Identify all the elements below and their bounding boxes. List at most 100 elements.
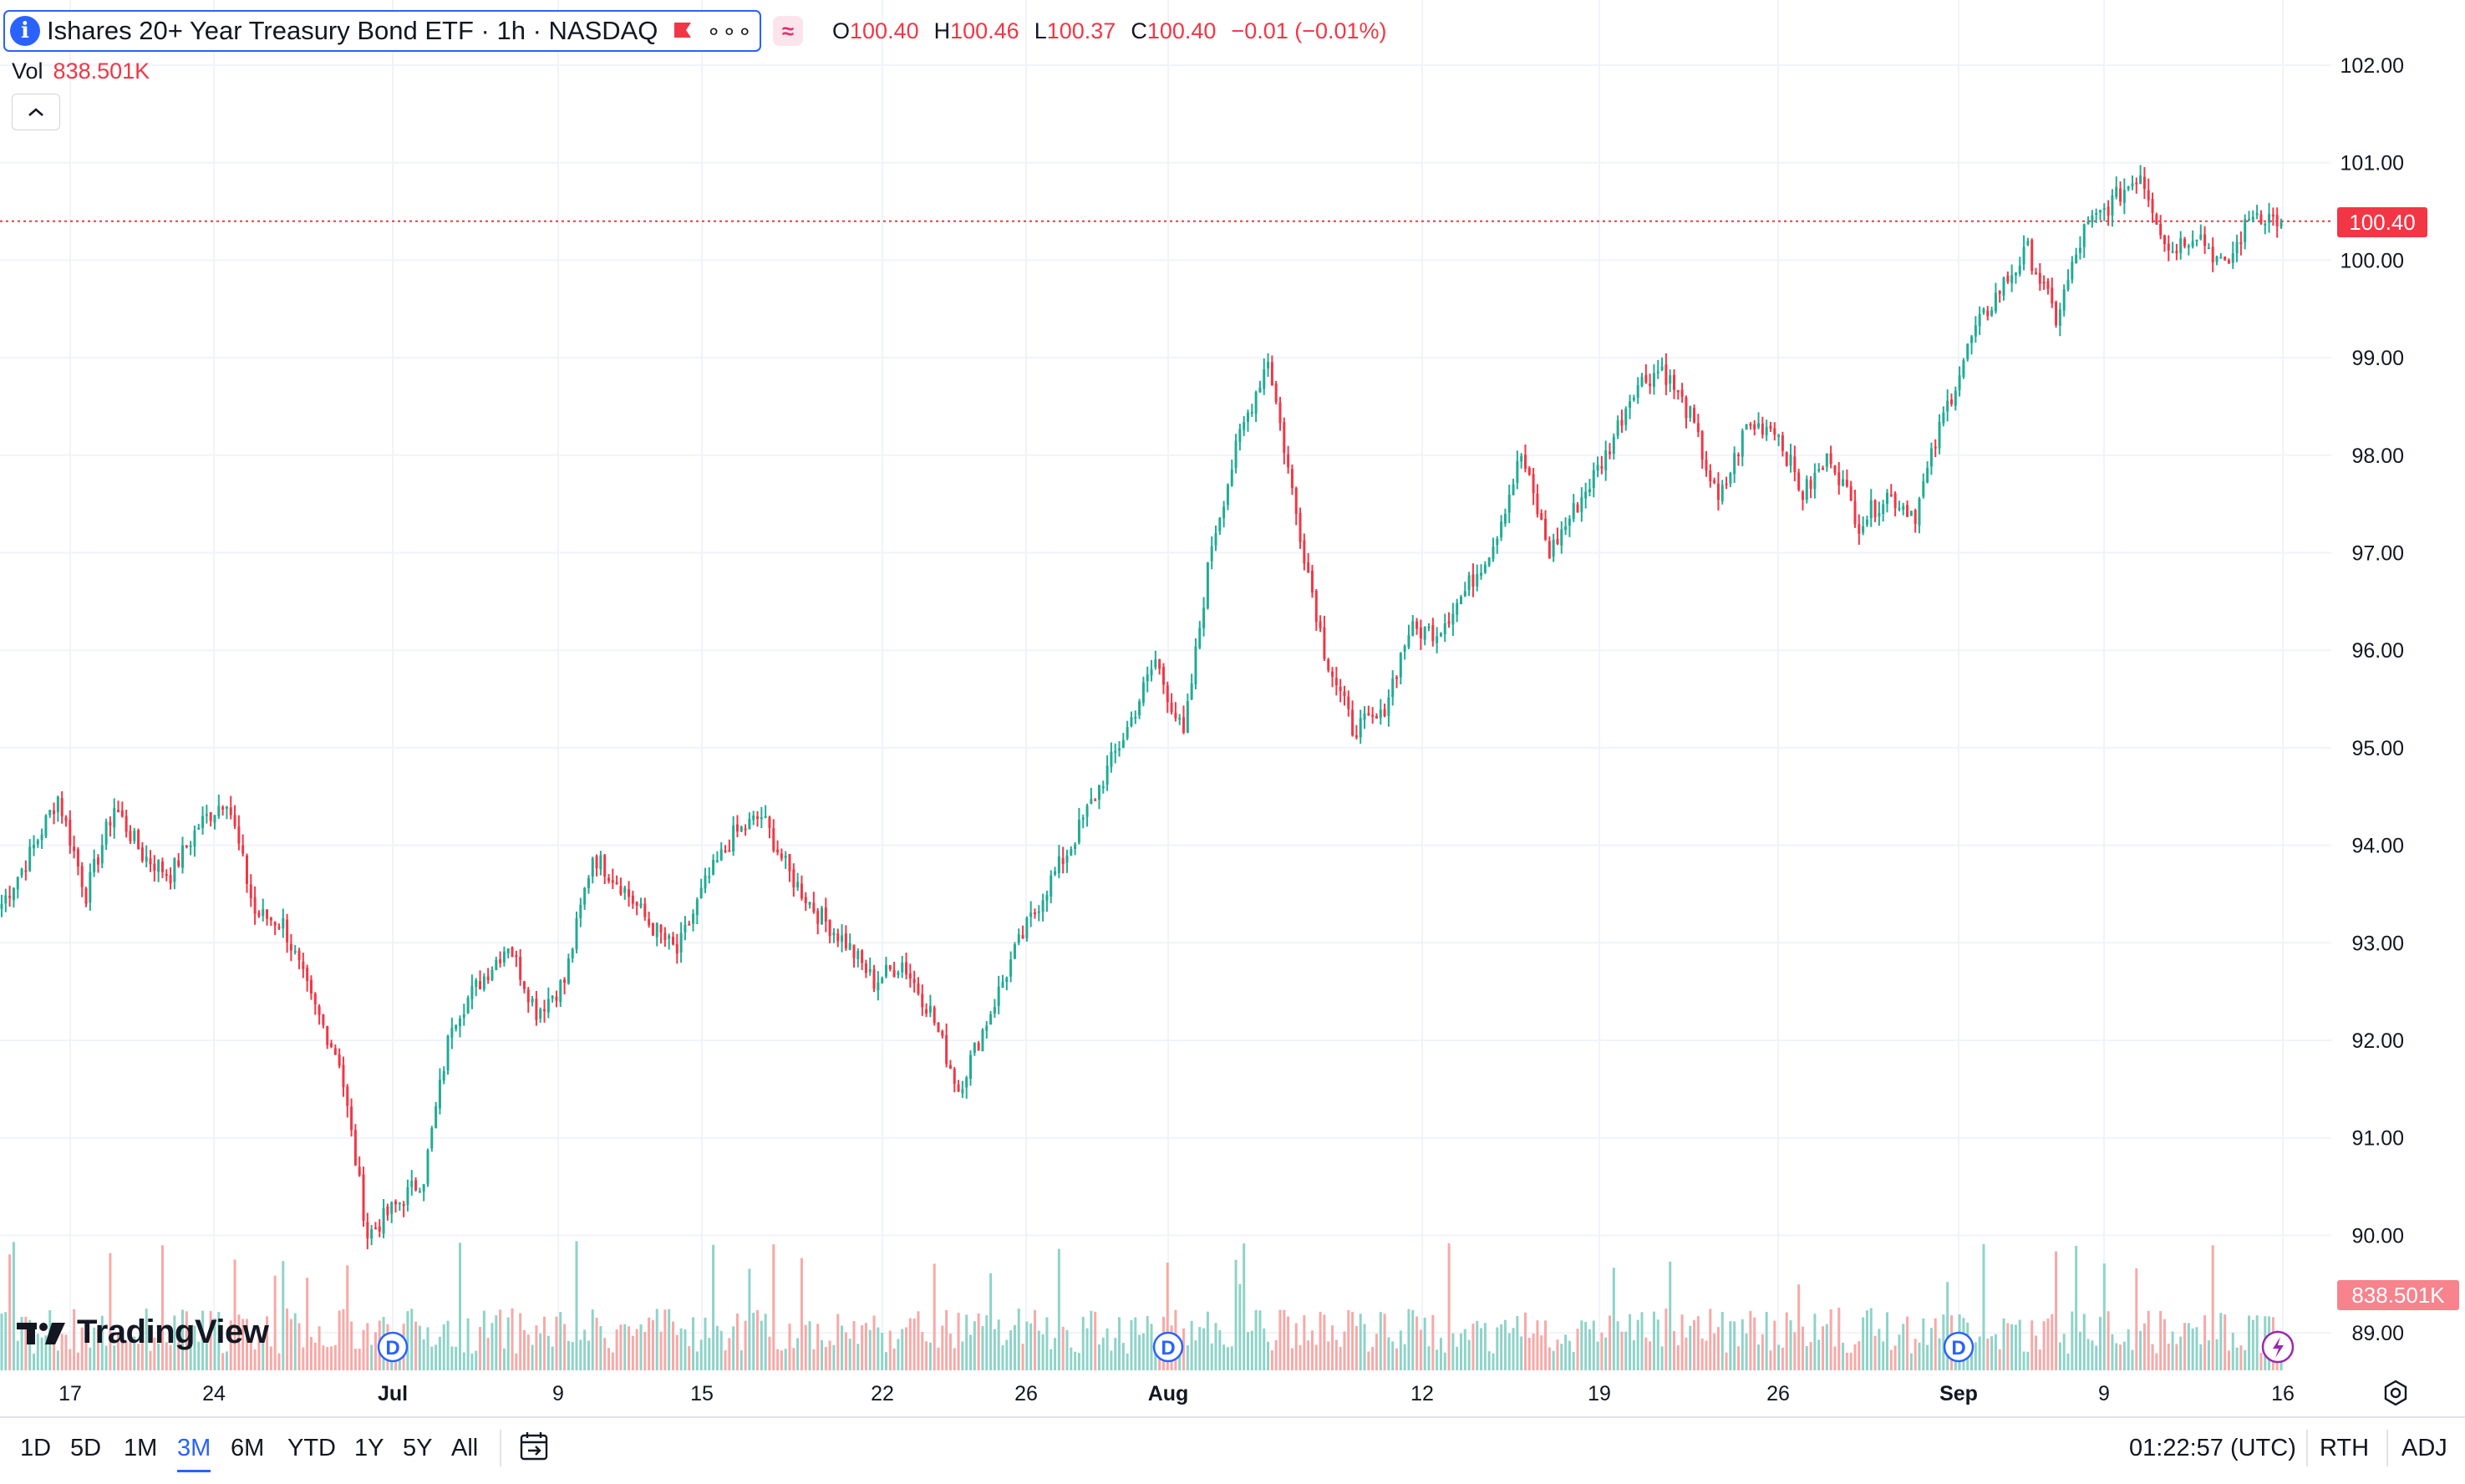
candle-body — [120, 810, 124, 817]
candle-body — [808, 902, 811, 905]
volume-bar — [56, 1350, 59, 1370]
info-icon[interactable]: i — [10, 16, 40, 46]
candle-body — [358, 1166, 361, 1176]
volume-bar — [2095, 1345, 2098, 1370]
timeframe-1y[interactable]: 1Y — [354, 1435, 384, 1461]
candle-body — [2183, 238, 2187, 246]
ohlc-values: O100.40 H100.46 L100.37 C100.40 −0.01 (−… — [832, 18, 1387, 44]
candle-body — [1958, 375, 1961, 390]
volume-bar — [941, 1325, 944, 1370]
volume-bar — [848, 1339, 851, 1370]
volume-bar — [1206, 1311, 1209, 1370]
flag-icon[interactable] — [671, 19, 694, 43]
timeframe-6m[interactable]: 6M — [231, 1435, 265, 1461]
volume-bar — [651, 1319, 654, 1370]
volume-bar — [1978, 1336, 1981, 1370]
adj-toggle[interactable]: ADJ — [2401, 1435, 2447, 1461]
utc-clock[interactable]: 01:22:57 (UTC) — [2129, 1435, 2296, 1461]
candle-body — [728, 850, 731, 852]
volume-bar — [446, 1320, 450, 1370]
timeframe-ytd[interactable]: YTD — [287, 1435, 336, 1461]
volume-bar — [414, 1321, 418, 1370]
candle-body — [1809, 480, 1812, 489]
candle-body — [266, 909, 269, 919]
candle-body — [2035, 272, 2038, 275]
candle-body — [1206, 562, 1209, 608]
volume-bar — [2231, 1332, 2234, 1370]
tradingview-logo[interactable]: TradingView — [15, 1314, 269, 1351]
symbol-legend: i Ishares 20+ Year Treasury Bond ETF · 1… — [3, 10, 804, 52]
candle-body — [563, 979, 567, 983]
volume-bar — [201, 1310, 205, 1370]
timeframe-5y[interactable]: 5Y — [403, 1435, 433, 1461]
candle-body — [1649, 384, 1652, 386]
candle-body — [286, 919, 289, 943]
symbol-title-box[interactable]: i Ishares 20+ Year Treasury Bond ETF · 1… — [3, 10, 762, 52]
candle-body — [1500, 521, 1503, 537]
volume-bar — [253, 1349, 257, 1370]
volume-bar — [1789, 1320, 1792, 1370]
volume-bar — [1383, 1314, 1386, 1370]
volume-bar — [60, 1334, 64, 1370]
candle-body — [953, 1069, 956, 1085]
compare-icon[interactable]: ≈ — [773, 16, 804, 46]
go-to-date-icon[interactable] — [518, 1430, 551, 1463]
volume-bar — [470, 1353, 474, 1370]
candle-body — [455, 1024, 458, 1029]
candle-body — [961, 1089, 964, 1094]
volume-bar — [1500, 1324, 1503, 1370]
candle-body — [1753, 424, 1756, 429]
volume-bar — [526, 1334, 530, 1370]
candle-body — [173, 858, 176, 882]
price-chart[interactable]: 102.00 101.00 100.00 99.00 98.00 97.00 96.00 95… — [0, 0, 2465, 1412]
volume-bar — [1496, 1327, 1499, 1370]
candle-body — [1045, 895, 1049, 901]
volume-bar — [2091, 1340, 2094, 1370]
timeframe-all[interactable]: All — [451, 1435, 479, 1461]
volume-bar — [841, 1325, 844, 1370]
candle-body — [1789, 455, 1792, 466]
candle-body — [282, 917, 285, 929]
volume-bar — [1757, 1344, 1761, 1370]
axis-settings-icon[interactable] — [2381, 1379, 2410, 1407]
timeframe-5d[interactable]: 5D — [70, 1435, 102, 1461]
rth-toggle[interactable]: RTH — [2320, 1435, 2370, 1461]
volume-bar — [1649, 1341, 1652, 1370]
candle-body — [289, 943, 292, 951]
timeframe-3m[interactable]: 3M — [177, 1435, 211, 1461]
volume-bar — [2135, 1268, 2138, 1370]
volume-bar — [221, 1353, 225, 1370]
more-options-icon[interactable]: ∘∘∘ — [706, 18, 754, 44]
candle-body — [1310, 571, 1314, 593]
volume-bar — [2199, 1344, 2203, 1370]
volume-bar — [1057, 1248, 1060, 1370]
candle-body — [535, 999, 538, 1020]
volume-bar — [1813, 1314, 1817, 1370]
volume-bar — [1781, 1347, 1784, 1370]
volume-bar — [1629, 1314, 1632, 1370]
volume-bar — [185, 1311, 188, 1370]
volume-bar — [479, 1327, 482, 1370]
volume-bar — [24, 1316, 28, 1370]
candle-body — [832, 933, 836, 936]
candle-body — [1540, 513, 1543, 520]
volume-bar — [856, 1344, 860, 1370]
candle-body — [671, 936, 674, 945]
volume-bar — [2107, 1311, 2110, 1370]
candle-body — [1909, 511, 1913, 516]
candle-body — [398, 1202, 401, 1205]
candle-body — [2030, 239, 2034, 272]
x-tick-label: 22 — [871, 1382, 894, 1405]
candle-body — [1893, 493, 1897, 508]
timeframe-1d[interactable]: 1D — [20, 1435, 52, 1461]
candle-body — [780, 853, 783, 859]
volume-bar — [2082, 1314, 2086, 1370]
volume-bar — [776, 1349, 780, 1370]
collapse-legend-button[interactable] — [12, 94, 60, 130]
y-tick-label: 91.00 — [2351, 1127, 2404, 1151]
candle-body — [1781, 435, 1784, 451]
volume-bar — [1399, 1330, 1402, 1370]
candle-body — [53, 810, 56, 815]
timeframe-1m[interactable]: 1M — [124, 1435, 158, 1461]
volume-bar — [462, 1352, 465, 1370]
